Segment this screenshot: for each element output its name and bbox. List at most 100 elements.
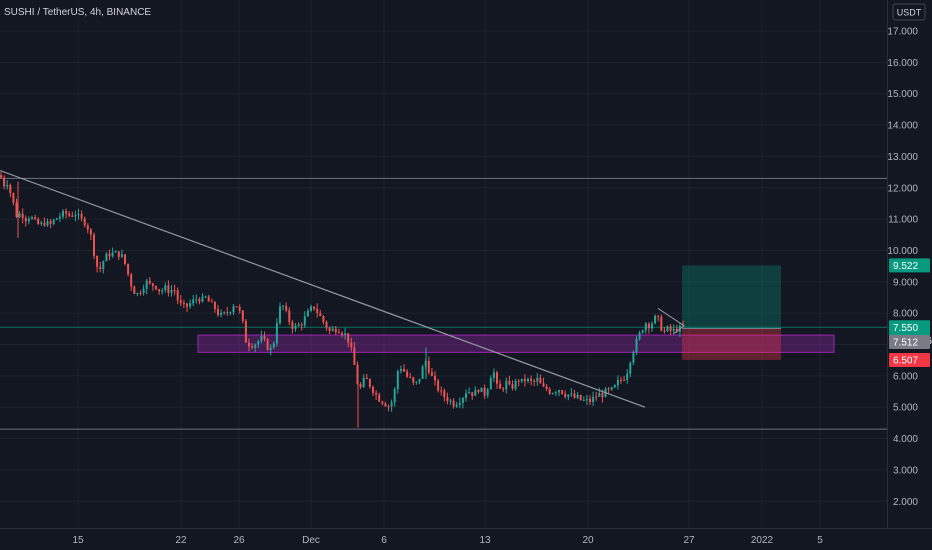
candle-body	[598, 393, 601, 397]
candle-body	[375, 393, 378, 395]
y-tick-label: 12.000	[887, 183, 918, 194]
candle-body	[275, 323, 278, 344]
price-axis[interactable]: 17.000 16.000 15.000 14.000 13.000 12.000 11.0…	[887, 27, 918, 508]
candle-body	[486, 389, 489, 396]
candle-body	[558, 390, 560, 393]
candle-body	[508, 380, 511, 385]
candle-body	[120, 254, 123, 258]
target-zone[interactable]	[682, 265, 781, 329]
candle-body	[37, 218, 40, 224]
drawings	[0, 169, 685, 408]
candle-body	[365, 377, 368, 379]
time-axis[interactable]: 15 22 26 Dec 6 13 20 27 2022 5	[72, 535, 823, 546]
candle-body	[381, 401, 384, 404]
candle-body	[6, 185, 9, 187]
candle-body	[186, 303, 188, 307]
stop-zone[interactable]	[682, 328, 781, 360]
candle-body	[651, 323, 653, 329]
candle-body	[310, 306, 312, 311]
candle-body	[452, 400, 455, 407]
candle-body	[582, 399, 585, 401]
candle-body	[257, 341, 260, 345]
candle-body	[548, 389, 551, 394]
y-tick-label: 11.000	[888, 215, 918, 226]
candle-body	[34, 217, 37, 219]
candle-body	[328, 327, 331, 331]
candle-body	[616, 379, 619, 386]
candle-body	[449, 400, 452, 402]
candle-body	[341, 332, 343, 335]
candle-body	[192, 299, 195, 304]
x-tick-label: 5	[817, 535, 823, 546]
candle-body	[40, 222, 43, 224]
candle-body	[499, 383, 502, 389]
candle-body	[387, 406, 390, 408]
candle-body	[359, 384, 362, 388]
candle-body	[437, 380, 440, 391]
candle-body	[260, 336, 263, 342]
candle-body	[111, 252, 114, 257]
candle-body	[9, 185, 12, 193]
currency-box[interactable]	[892, 3, 926, 21]
candle-body	[133, 286, 136, 294]
candle-body	[158, 289, 161, 292]
candle-body	[173, 290, 176, 292]
x-tick-label: 15	[72, 535, 84, 546]
candle-body	[77, 213, 80, 215]
candle-body	[626, 373, 629, 381]
candle-body	[80, 213, 83, 219]
candle-body	[269, 347, 272, 350]
candle-body	[31, 217, 33, 219]
candle-body	[399, 368, 402, 372]
candle-body	[595, 396, 598, 398]
candle-body	[241, 310, 244, 322]
candle-body	[576, 394, 579, 398]
x-tick-label: 13	[479, 535, 491, 546]
candle-body	[601, 393, 604, 398]
candle-body	[83, 218, 86, 226]
candle-body	[105, 253, 108, 262]
y-tick-label: 9.000	[893, 277, 918, 288]
target-badge-label: 9.522	[893, 261, 918, 272]
candle-body	[303, 316, 306, 326]
candle-body	[71, 215, 74, 217]
y-tick-label: 4.000	[893, 434, 918, 445]
candle-body	[520, 378, 523, 382]
candle-body	[170, 290, 173, 293]
candle-body	[164, 285, 167, 291]
support-zone[interactable]	[197, 334, 835, 353]
candle-body	[223, 312, 226, 314]
candle-body	[632, 352, 635, 363]
candle-body	[378, 394, 381, 402]
candle-body	[89, 229, 92, 235]
candle-body	[657, 315, 660, 317]
downtrend-line[interactable]	[0, 169, 646, 408]
candle-body	[539, 377, 542, 384]
candle-body	[465, 393, 467, 399]
candle-body	[570, 393, 573, 395]
candle-body	[427, 360, 430, 373]
candle-body	[207, 296, 210, 302]
candle-body	[167, 285, 170, 293]
candle-body	[179, 300, 182, 304]
candle-body	[551, 393, 554, 395]
candle-body	[130, 274, 133, 287]
candle-body	[182, 303, 185, 305]
pennant-drawing[interactable]	[657, 308, 685, 334]
candle-body	[204, 296, 207, 298]
currency-label: USDT	[897, 8, 922, 18]
zones	[197, 265, 835, 360]
candle-body	[114, 251, 117, 253]
stop-badge	[889, 352, 930, 367]
candle-body	[471, 392, 474, 396]
candle-body	[412, 377, 415, 383]
candle-body	[638, 332, 641, 339]
candle-body	[610, 387, 613, 390]
candle-body	[347, 333, 350, 343]
candle-body	[217, 309, 219, 315]
candle-body	[248, 342, 250, 347]
y-tick-label: 14.000	[887, 121, 918, 132]
candle-body	[232, 306, 235, 313]
